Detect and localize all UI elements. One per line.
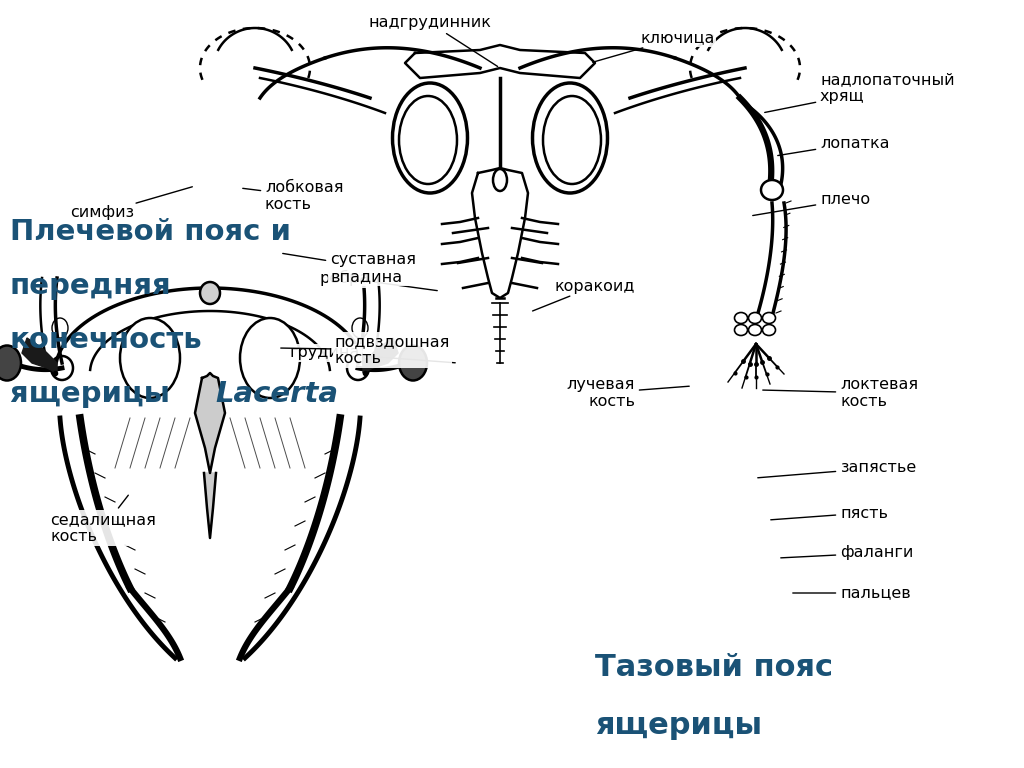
Polygon shape [204,473,216,538]
Text: седалищная
кость: седалищная кость [50,495,156,545]
Polygon shape [22,338,57,373]
Text: грудина: грудина [290,346,456,362]
Polygon shape [472,168,528,298]
Text: надлопаточный
хрящ: надлопаточный хрящ [765,71,954,112]
Ellipse shape [493,169,507,191]
Ellipse shape [0,346,22,380]
Text: суставная
впадина: суставная впадина [283,252,416,284]
Ellipse shape [749,325,762,336]
Text: локтевая
кость: локтевая кость [763,377,919,409]
Text: симфиз: симфиз [70,187,193,220]
Text: Lacerta: Lacerta [215,380,338,408]
Text: ящерицы: ящерицы [10,380,180,408]
Text: лучевая
кость: лучевая кость [566,377,689,409]
Text: Плечевой пояс и: Плечевой пояс и [10,218,291,246]
Polygon shape [406,45,595,78]
Ellipse shape [749,313,762,323]
Text: ящерицы: ящерицы [595,711,762,740]
Text: пальцев: пальцев [793,585,910,601]
Text: ребра: ребра [319,270,437,290]
Ellipse shape [734,313,748,323]
Ellipse shape [734,325,748,336]
Ellipse shape [120,318,180,398]
Ellipse shape [399,346,427,380]
Polygon shape [362,338,398,373]
Text: конечность: конечность [10,326,203,354]
Text: плечо: плечо [753,193,870,216]
Ellipse shape [761,180,783,200]
Ellipse shape [763,313,775,323]
Text: коракоид: коракоид [532,279,636,311]
Text: передняя: передняя [10,272,172,300]
Text: лобковая
кость: лобковая кость [243,180,343,212]
Ellipse shape [240,318,300,398]
Polygon shape [195,373,225,473]
Text: подвздошная
кость: подвздошная кость [281,334,451,366]
Polygon shape [55,288,365,423]
Text: пясть: пясть [771,505,888,521]
Ellipse shape [200,282,220,304]
Text: ключица: ключица [593,31,715,62]
Text: лопатка: лопатка [778,135,890,156]
Text: надгрудинник: надгрудинник [369,15,498,67]
Ellipse shape [763,325,775,336]
Text: Тазовый пояс: Тазовый пояс [595,653,833,682]
Text: запястье: запястье [758,461,916,478]
Text: фаланги: фаланги [780,545,913,561]
